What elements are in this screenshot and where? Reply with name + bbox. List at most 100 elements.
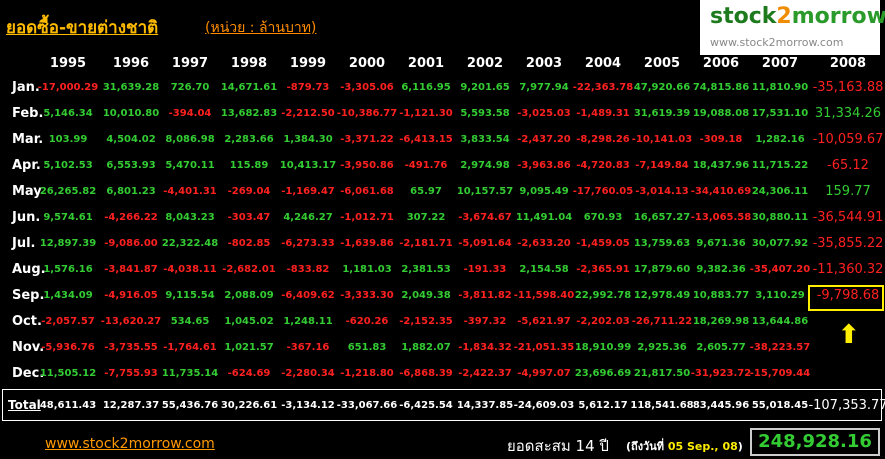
- cell: 12,287.37: [102, 400, 160, 411]
- column-header: 2005: [643, 56, 681, 71]
- cell: -802.85: [227, 238, 271, 249]
- cell: 18,437.96: [692, 160, 750, 171]
- cell: 1,021.57: [224, 342, 274, 353]
- cell: 31,639.28: [102, 82, 160, 93]
- row-label: Sep.: [12, 288, 45, 303]
- highlight-box: [808, 285, 884, 311]
- column-header: 1995: [49, 56, 87, 71]
- column-header: 2001: [407, 56, 445, 71]
- cell: -36,544.91: [812, 210, 884, 225]
- cell: 83,445.96: [692, 400, 750, 411]
- cell: -2,633.20: [517, 238, 571, 249]
- cell: 31,619.39: [633, 108, 691, 119]
- row-label: Apr.: [12, 158, 41, 173]
- cell: 4,246.27: [283, 212, 333, 223]
- cell: 1,434.09: [43, 290, 93, 301]
- cell: -107,353.77: [808, 398, 885, 413]
- logo: stock2morrow www.stock2morrow.com: [700, 0, 885, 55]
- column-header: 2003: [525, 56, 563, 71]
- cell: 11,505.12: [39, 368, 97, 379]
- cell: 5,593.58: [460, 108, 510, 119]
- date-open: (ถึงวันที่: [626, 440, 665, 453]
- cell: -10,386.77: [336, 108, 398, 119]
- cell: -6,425.54: [399, 400, 453, 411]
- cell: 2,049.38: [401, 290, 451, 301]
- row-label: Jun.: [12, 210, 41, 225]
- cell: 1,882.07: [401, 342, 451, 353]
- cell: 12,897.39: [39, 238, 97, 249]
- cell: 23,696.69: [574, 368, 632, 379]
- cell: 2,154.58: [519, 264, 569, 275]
- cell: -9,086.00: [104, 238, 158, 249]
- date: 05 Sep., 08: [667, 440, 738, 453]
- cell: -3,674.67: [458, 212, 512, 223]
- cell: 10,883.77: [692, 290, 750, 301]
- cell: -3,841.87: [104, 264, 158, 275]
- cell: 65.97: [410, 186, 442, 197]
- cell: -833.82: [286, 264, 330, 275]
- cell: 13,682.83: [220, 108, 278, 119]
- cell: 14,671.61: [220, 82, 278, 93]
- cell: 2,605.77: [696, 342, 746, 353]
- cell: 10,157.57: [456, 186, 514, 197]
- cell: -35,855.22: [812, 236, 884, 251]
- column-header: 2002: [466, 56, 504, 71]
- cell: -3,811.82: [458, 290, 512, 301]
- cell: -269.04: [227, 186, 271, 197]
- row-label: Total: [8, 398, 41, 412]
- cell: 11,810.90: [751, 82, 809, 93]
- cell: -1,834.32: [458, 342, 512, 353]
- cell: 48,611.43: [39, 400, 97, 411]
- cell: 1,045.02: [224, 316, 274, 327]
- logo-text: 2: [776, 4, 792, 29]
- cell: 13,759.63: [633, 238, 691, 249]
- cell: 14,337.85: [456, 400, 514, 411]
- cell: 12,978.49: [633, 290, 691, 301]
- cell: 22,322.48: [161, 238, 219, 249]
- cell: -34,410.69: [690, 186, 752, 197]
- cell: -24,609.03: [513, 400, 575, 411]
- cell: 11,735.14: [161, 368, 219, 379]
- cell: 3,833.54: [460, 134, 510, 145]
- cell: 118,541.68: [630, 400, 694, 411]
- cell: 726.70: [170, 82, 210, 93]
- unit: (หน่วย : ล้านบาท): [205, 20, 317, 36]
- logo-text: stock: [710, 4, 777, 29]
- cell: 10,010.80: [102, 108, 160, 119]
- cell: -17,760.05: [572, 186, 634, 197]
- cell: -2,152.35: [399, 316, 453, 327]
- cell: -17,000.29: [37, 82, 99, 93]
- cell: 1,282.16: [755, 134, 805, 145]
- cell: 5,146.34: [43, 108, 93, 119]
- cell: 47,920.66: [633, 82, 691, 93]
- cell: -9,798.68: [816, 288, 880, 303]
- cell: -6,061.68: [340, 186, 394, 197]
- cell: 17,879.60: [633, 264, 691, 275]
- column-header: 2008: [829, 56, 867, 71]
- cell: -6,868.39: [399, 368, 453, 379]
- cell: -7,755.93: [104, 368, 158, 379]
- cell: -13,620.27: [100, 316, 162, 327]
- cell: -22,363.78: [572, 82, 634, 93]
- cell: -879.73: [286, 82, 330, 93]
- cell: 159.77: [825, 184, 871, 199]
- cell: -35,163.88: [812, 80, 884, 95]
- cell: 18,910.99: [574, 342, 632, 353]
- cell: 2,283.66: [224, 134, 274, 145]
- cell: 6,553.93: [106, 160, 156, 171]
- column-header: 2006: [702, 56, 740, 71]
- cell: -3,735.55: [104, 342, 158, 353]
- cell: -191.33: [463, 264, 507, 275]
- arrow: ⬆: [838, 320, 860, 350]
- cell: 2,381.53: [401, 264, 451, 275]
- cell: -303.47: [227, 212, 271, 223]
- cell: -65.12: [827, 158, 869, 173]
- cell: -397.32: [463, 316, 507, 327]
- cell: -10,059.67: [812, 132, 884, 147]
- footer-url[interactable]: www.stock2morrow.com: [45, 436, 215, 452]
- cell: 31,334.26: [814, 106, 882, 121]
- column-header: 1996: [112, 56, 150, 71]
- sum: 248,928.16: [750, 428, 880, 456]
- cell: 2,974.98: [460, 160, 510, 171]
